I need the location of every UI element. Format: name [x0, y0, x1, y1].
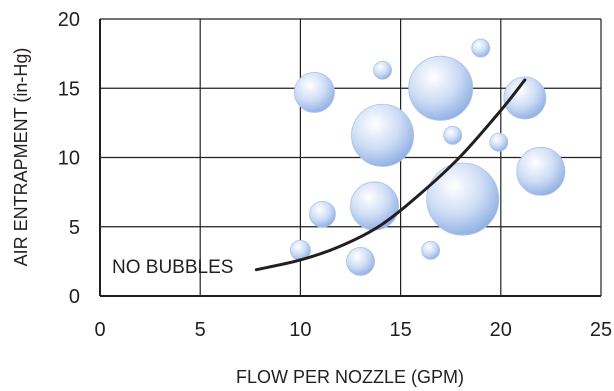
x-axis-title: FLOW PER NOZZLE (GPM) [236, 367, 464, 387]
bubble-10 [350, 181, 399, 231]
y-tick-label-2: 10 [58, 148, 80, 170]
bubble-series [289, 38, 566, 276]
bubble-14 [421, 240, 441, 260]
y-tick-label-0: 0 [69, 286, 80, 308]
x-tick-label-2: 10 [289, 319, 311, 341]
y-tick-label-1: 5 [69, 217, 80, 239]
bubble-3 [408, 55, 474, 121]
bubble-9 [426, 162, 500, 236]
axes [99, 19, 601, 297]
bubble-13 [346, 246, 375, 276]
x-tick-label-4: 20 [490, 319, 512, 341]
x-tick-label-5: 25 [590, 319, 612, 341]
bubble-0 [293, 71, 335, 113]
bubble-1 [351, 103, 415, 167]
x-tick-label-1: 5 [195, 319, 206, 341]
bubble-5 [503, 76, 547, 120]
bubble-4 [471, 38, 491, 58]
no-bubbles-curve [254, 78, 527, 272]
x-tick-label-0: 0 [94, 319, 105, 341]
bubble-6 [443, 125, 463, 145]
bubble-8 [516, 146, 566, 196]
y-tick-label-3: 15 [58, 78, 80, 100]
bubble-2 [373, 60, 392, 80]
x-tick-label-3: 15 [389, 319, 411, 341]
y-axis-title: AIR ENTRAPMENT (in-Hg) [11, 48, 31, 267]
y-tick-label-4: 20 [58, 9, 80, 31]
tick-labels: 0 5 10 15 20 25 0 5 10 15 20 [58, 9, 612, 341]
bubble-11 [309, 200, 336, 228]
annotation-no-bubbles: NO BUBBLES [112, 257, 233, 278]
bubble-7 [489, 132, 509, 152]
